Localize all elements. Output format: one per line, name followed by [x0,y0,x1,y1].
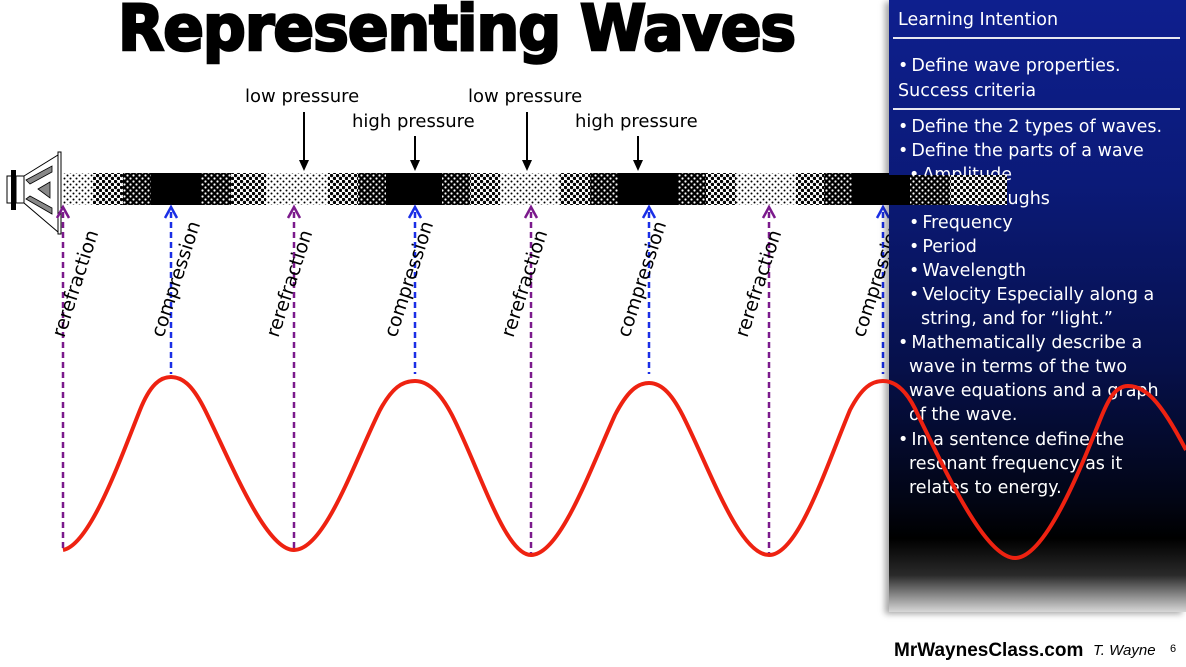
learning-intention-panel: Learning Intention Define wave propertie… [889,0,1186,612]
halftone-sound-bar [63,173,889,205]
criteria-item-continuation: wave in terms of the two [909,357,1128,377]
speaker-icon [6,151,62,235]
pressure-label-high-2: high pressure [575,111,698,132]
criteria-subitem: Crests/troughs [909,187,1050,211]
footer-author: T. Wayne [1093,642,1156,659]
learning-intention-heading: Learning Intention [898,10,1059,30]
criteria-item-continuation: of the wave. [909,405,1018,425]
criteria-item: Define the 2 types of waves. [898,115,1162,139]
criteria-subitem: Frequency [909,211,1012,235]
criteria-subitem: Amplitude [909,163,1012,187]
pressure-label-high-1: high pressure [352,111,475,132]
criteria-item-continuation: wave equations and a graph [909,381,1159,401]
criteria-item: In a sentence define the [898,428,1124,452]
criteria-subitem-continuation: string, and for “light.” [921,309,1113,329]
success-criteria-heading: Success criteria [898,81,1037,101]
criteria-subitem: Wavelength [909,259,1026,283]
criteria-subitem: Velocity Especially along a [909,283,1154,307]
slide-title: Representing Waves [117,0,798,67]
pressure-arrows [299,112,643,171]
criteria-subitem: Period [909,235,977,259]
criteria-item-continuation: relates to energy. [909,478,1062,498]
criteria-item: Define the parts of a wave [898,139,1143,163]
pressure-label-low-2: low pressure [468,86,583,107]
footer-site-link[interactable]: MrWaynesClass.com [894,640,1084,661]
criteria-item-continuation: resonant frequency as it [909,454,1123,474]
page-number: 6 [1170,643,1177,655]
learning-intention-item: Define wave properties. [898,54,1120,78]
criteria-item: Mathematically describe a [898,331,1142,355]
divider [893,108,1180,110]
divider [893,37,1180,39]
pressure-label-low-1: low pressure [245,86,360,107]
